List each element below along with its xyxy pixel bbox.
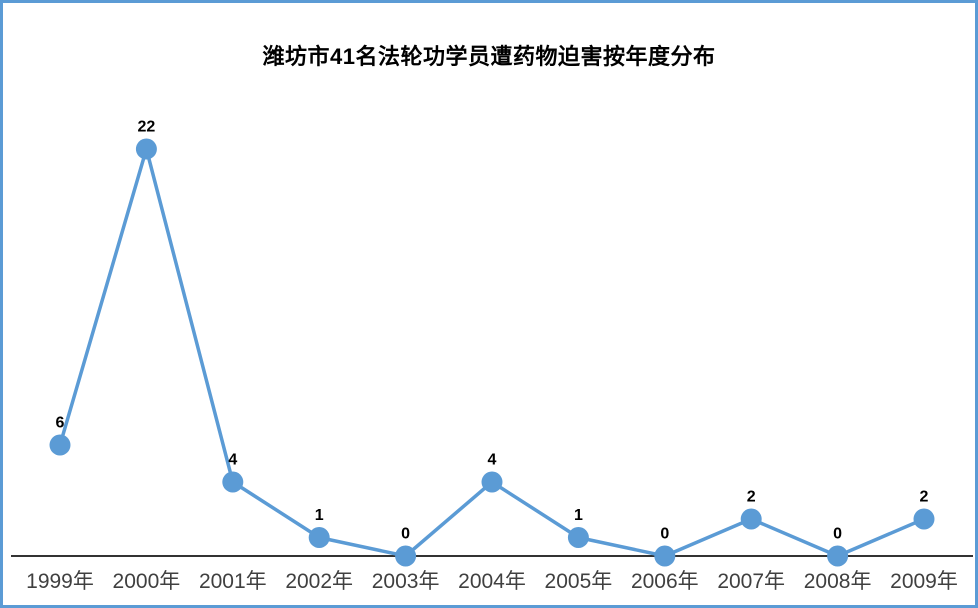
x-tick-label: 2008年 bbox=[804, 570, 872, 593]
data-label: 22 bbox=[138, 119, 156, 136]
data-label: 6 bbox=[56, 415, 65, 432]
data-label: 2 bbox=[747, 489, 756, 506]
data-point bbox=[395, 545, 417, 567]
series-line bbox=[58, 147, 926, 558]
data-point bbox=[740, 508, 762, 530]
x-tick-label: 2004年 bbox=[458, 570, 526, 593]
data-label: 2 bbox=[920, 489, 929, 506]
data-label: 4 bbox=[228, 452, 237, 469]
x-tick-label: 2005年 bbox=[545, 570, 613, 593]
data-label: 1 bbox=[315, 507, 324, 524]
data-point bbox=[308, 527, 330, 548]
x-tick-label: 2009年 bbox=[890, 570, 958, 593]
x-tick-label: 2000年 bbox=[113, 570, 181, 593]
data-label: 0 bbox=[660, 526, 669, 543]
data-label: 0 bbox=[401, 526, 410, 543]
line-chart-plot-area: 61999年222000年42001年12002年02003年42004年120… bbox=[11, 119, 973, 593]
chart-title: 潍坊市41名法轮功学员遭药物迫害按年度分布 bbox=[262, 44, 716, 69]
x-tick-label: 2002年 bbox=[285, 570, 353, 593]
data-point bbox=[654, 545, 676, 567]
data-label: 0 bbox=[833, 526, 842, 543]
data-point bbox=[222, 471, 244, 493]
x-tick-label: 2006年 bbox=[631, 570, 699, 593]
data-point bbox=[827, 545, 849, 567]
data-point bbox=[481, 471, 503, 493]
data-label: 1 bbox=[574, 507, 583, 524]
data-label: 4 bbox=[488, 452, 497, 469]
data-point bbox=[49, 434, 71, 456]
x-tick-label: 2001年 bbox=[199, 570, 267, 593]
x-tick-label: 2003年 bbox=[372, 570, 440, 593]
data-point bbox=[135, 138, 157, 160]
x-tick-label: 1999年 bbox=[26, 570, 94, 593]
x-tick-label: 2007年 bbox=[717, 570, 785, 593]
data-point bbox=[913, 508, 935, 530]
data-point bbox=[567, 527, 589, 548]
